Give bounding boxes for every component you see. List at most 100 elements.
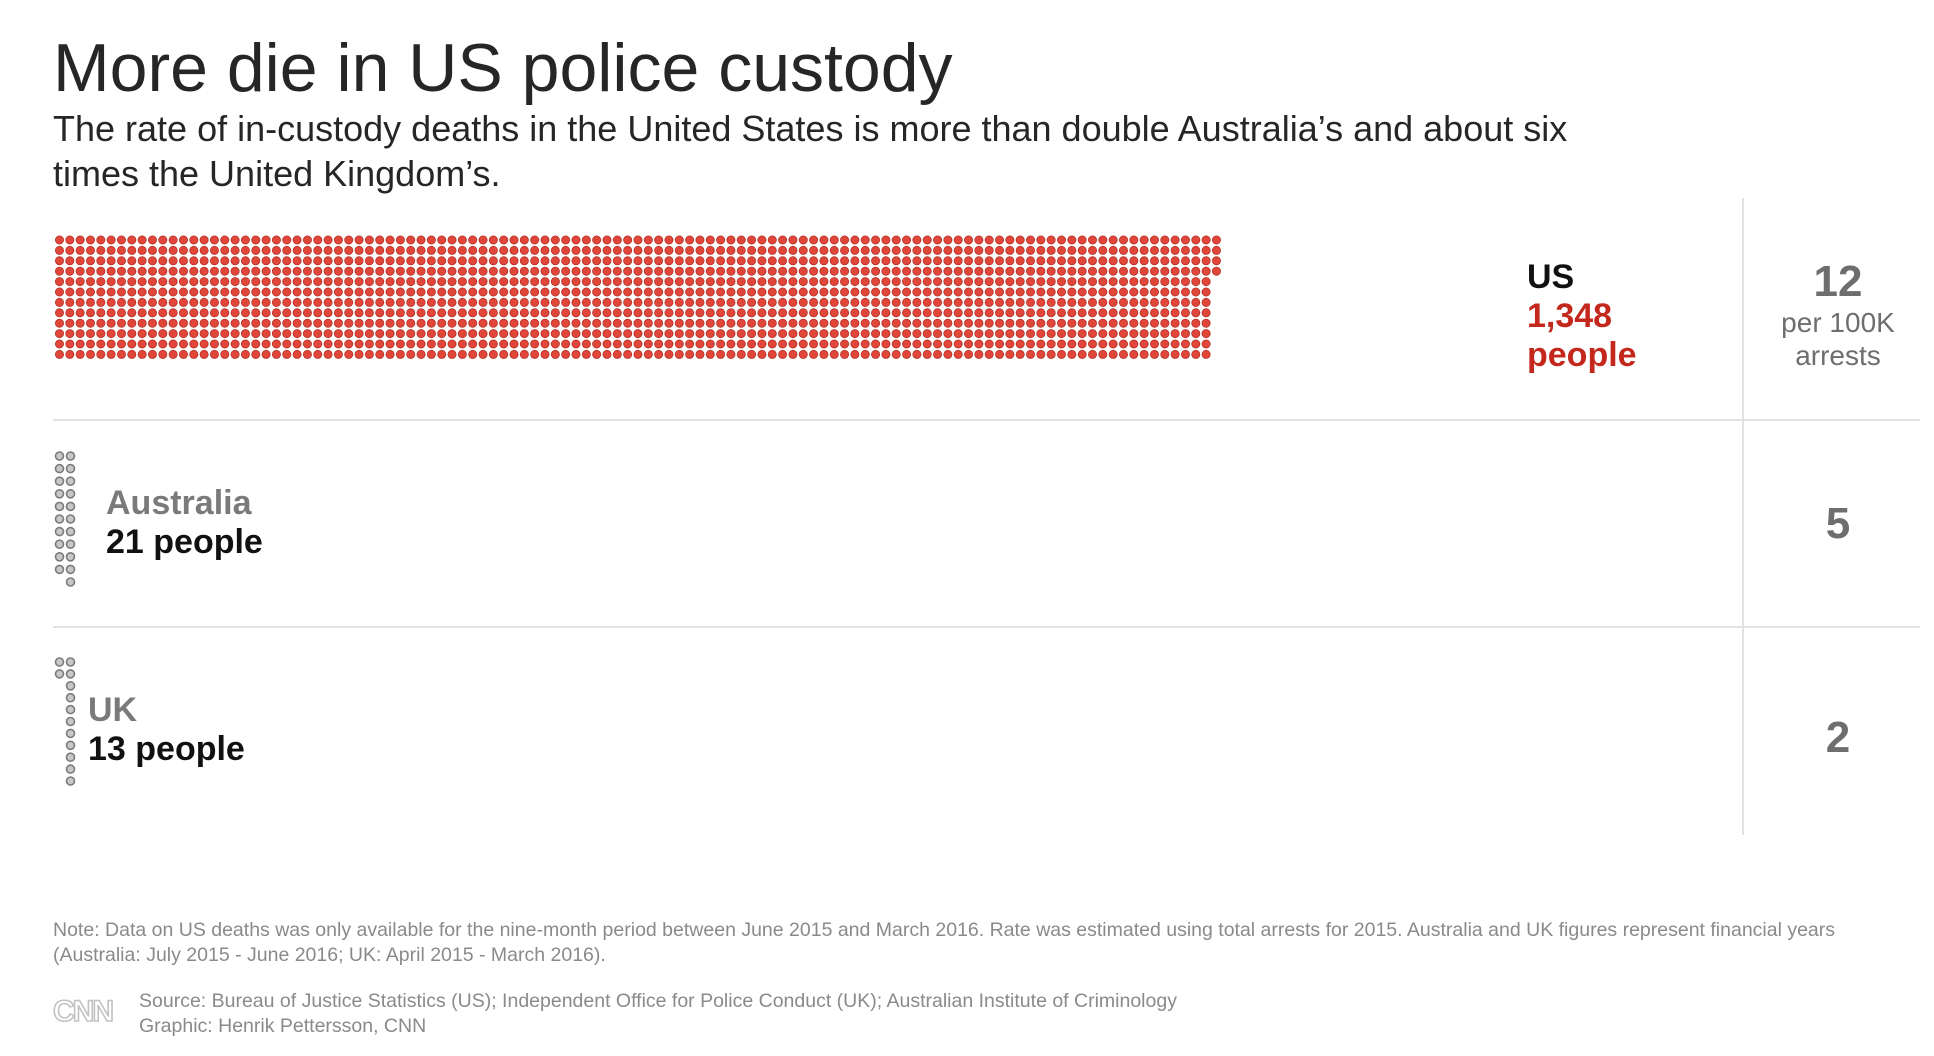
- us-dot: [313, 308, 323, 318]
- us-dot: [1026, 297, 1036, 307]
- us-dot: [798, 235, 808, 245]
- us-dot: [240, 235, 250, 245]
- us-dot: [385, 349, 395, 359]
- us-dot: [850, 297, 860, 307]
- us-dot: [1139, 256, 1149, 266]
- us-dot: [85, 235, 95, 245]
- us-dot: [1139, 235, 1149, 245]
- us-dot: [674, 329, 684, 339]
- us-dot: [333, 245, 343, 255]
- us-dot: [933, 308, 943, 318]
- us-dot: [809, 349, 819, 359]
- us-dot: [1201, 339, 1211, 349]
- us-dot: [933, 235, 943, 245]
- us-dot: [860, 245, 870, 255]
- us-dot: [726, 318, 736, 328]
- us-dot: [354, 339, 364, 349]
- us-dot: [220, 308, 230, 318]
- us-dot: [375, 266, 385, 276]
- uk-dots: [54, 657, 76, 786]
- us-dot: [1046, 266, 1056, 276]
- us-dot: [984, 297, 994, 307]
- us-dot: [85, 308, 95, 318]
- us-dot: [871, 318, 881, 328]
- us-dot: [705, 318, 715, 328]
- us-dot: [1108, 318, 1118, 328]
- us-dot: [623, 339, 633, 349]
- us-dot: [798, 256, 808, 266]
- us-dot: [933, 339, 943, 349]
- us-dot: [767, 277, 777, 287]
- us-dot: [147, 297, 157, 307]
- cnn-logo: CNN: [53, 994, 115, 1028]
- us-dot: [974, 235, 984, 245]
- uk-death-count: 13 people: [88, 730, 245, 768]
- us-dot: [323, 287, 333, 297]
- us-dot: [127, 235, 137, 245]
- us-dot: [1191, 329, 1201, 339]
- us-dot: [695, 245, 705, 255]
- us-dot: [933, 318, 943, 328]
- us-dot: [695, 297, 705, 307]
- us-dot: [530, 235, 540, 245]
- us-dot: [478, 287, 488, 297]
- us-dot: [726, 339, 736, 349]
- us-dot: [230, 277, 240, 287]
- us-dot: [943, 339, 953, 349]
- us-dot: [1088, 287, 1098, 297]
- us-dot: [1160, 339, 1170, 349]
- us-dot: [654, 318, 664, 328]
- us-dot: [1036, 318, 1046, 328]
- us-dot: [902, 308, 912, 318]
- us-dot: [767, 256, 777, 266]
- us-dot: [912, 235, 922, 245]
- us-dot: [953, 245, 963, 255]
- us-dot: [1211, 256, 1221, 266]
- us-dot: [664, 277, 674, 287]
- us-dot: [1015, 349, 1025, 359]
- us-dot: [922, 235, 932, 245]
- us-dot: [881, 308, 891, 318]
- us-dot: [209, 308, 219, 318]
- us-dot: [964, 256, 974, 266]
- us-dot: [530, 256, 540, 266]
- us-dot: [829, 308, 839, 318]
- uk-dot: [65, 764, 76, 774]
- us-dot: [581, 277, 591, 287]
- us-dot: [1201, 297, 1211, 307]
- us-dot: [561, 339, 571, 349]
- us-dot: [840, 266, 850, 276]
- us-dot: [302, 308, 312, 318]
- us-dot: [1139, 318, 1149, 328]
- us-dot: [902, 297, 912, 307]
- us-dot: [1170, 318, 1180, 328]
- us-dot: [767, 245, 777, 255]
- us-dot: [953, 277, 963, 287]
- us-dot: [333, 266, 343, 276]
- us-dot: [1067, 329, 1077, 339]
- us-dot: [333, 256, 343, 266]
- us-dot: [230, 349, 240, 359]
- us-dot: [850, 235, 860, 245]
- us-dot: [664, 245, 674, 255]
- us-dot: [509, 245, 519, 255]
- us-dot: [922, 277, 932, 287]
- us-dot: [364, 339, 374, 349]
- us-dot: [416, 318, 426, 328]
- us-dot: [230, 329, 240, 339]
- us-dot: [871, 308, 881, 318]
- us-dot: [437, 245, 447, 255]
- us-dot: [1026, 277, 1036, 287]
- us-dot: [984, 235, 994, 245]
- us-dot: [1088, 256, 1098, 266]
- us-dot: [798, 318, 808, 328]
- us-dot: [933, 266, 943, 276]
- us-dot: [1036, 329, 1046, 339]
- australia-dot: [54, 488, 65, 499]
- us-dot: [344, 297, 354, 307]
- us-dot: [509, 256, 519, 266]
- source-credit: Source: Bureau of Justice Statistics (US…: [139, 989, 1177, 1039]
- us-dot: [230, 256, 240, 266]
- us-dot: [561, 266, 571, 276]
- us-dot: [550, 277, 560, 287]
